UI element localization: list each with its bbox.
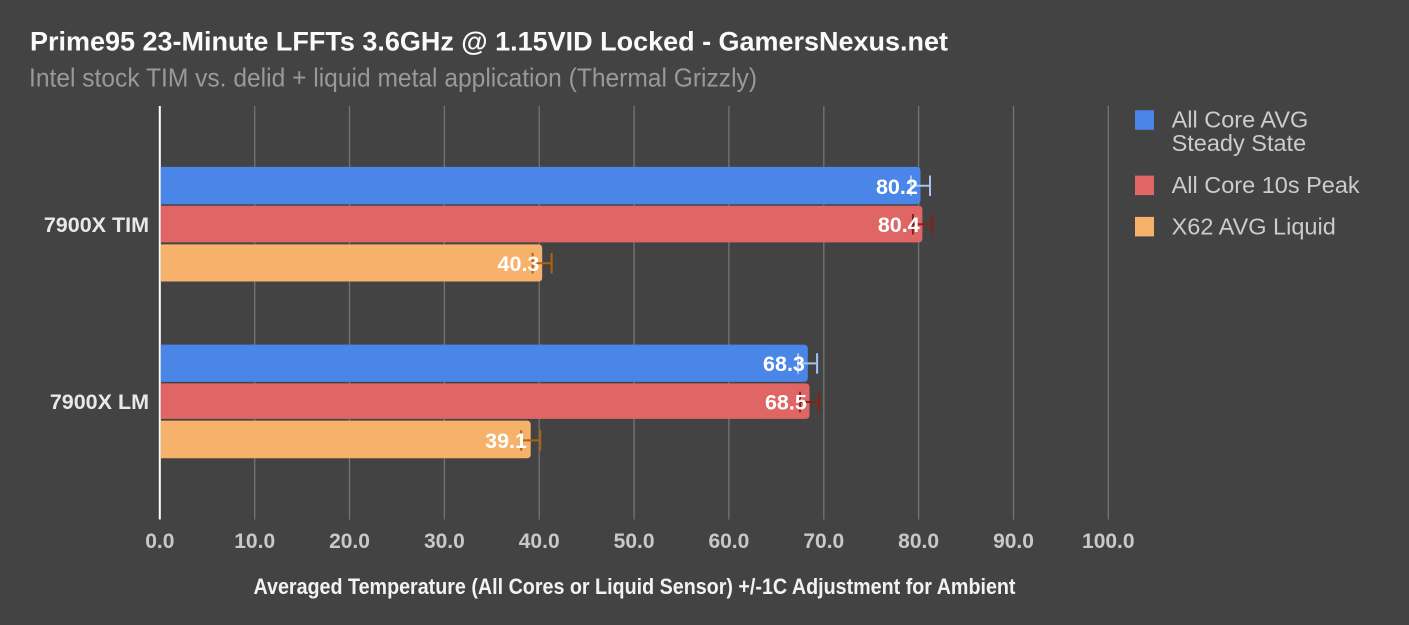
svg-text:80.0: 80.0 <box>898 530 939 553</box>
svg-text:68.3: 68.3 <box>763 352 805 376</box>
svg-text:40.0: 40.0 <box>519 530 560 553</box>
svg-text:80.2: 80.2 <box>876 175 918 199</box>
svg-text:Prime95 23-Minute LFFTs 3.6GHz: Prime95 23-Minute LFFTs 3.6GHz @ 1.15VID… <box>30 27 948 57</box>
svg-text:70.0: 70.0 <box>803 530 844 553</box>
svg-text:40.3: 40.3 <box>498 252 540 276</box>
svg-text:0.0: 0.0 <box>145 530 174 553</box>
svg-text:80.4: 80.4 <box>878 213 920 237</box>
svg-text:60.0: 60.0 <box>708 530 749 553</box>
svg-text:30.0: 30.0 <box>424 530 465 553</box>
svg-text:All Core AVG: All Core AVG <box>1172 107 1309 133</box>
svg-text:Intel stock TIM vs. delid + li: Intel stock TIM vs. delid + liquid metal… <box>29 63 757 93</box>
svg-text:X62 AVG Liquid: X62 AVG Liquid <box>1172 213 1336 239</box>
svg-text:90.0: 90.0 <box>993 530 1034 553</box>
svg-text:7900X TIM: 7900X TIM <box>44 213 149 237</box>
svg-text:All Core 10s Peak: All Core 10s Peak <box>1172 172 1360 198</box>
svg-text:7900X LM: 7900X LM <box>50 390 149 414</box>
svg-text:68.5: 68.5 <box>765 391 807 415</box>
svg-text:50.0: 50.0 <box>614 530 655 553</box>
svg-text:10.0: 10.0 <box>234 530 275 553</box>
svg-text:Steady State: Steady State <box>1172 130 1307 156</box>
svg-text:Averaged Temperature (All Core: Averaged Temperature (All Cores or Liqui… <box>254 574 1017 599</box>
svg-text:100.0: 100.0 <box>1082 530 1135 553</box>
svg-text:20.0: 20.0 <box>329 530 370 553</box>
svg-text:39.1: 39.1 <box>485 429 527 453</box>
